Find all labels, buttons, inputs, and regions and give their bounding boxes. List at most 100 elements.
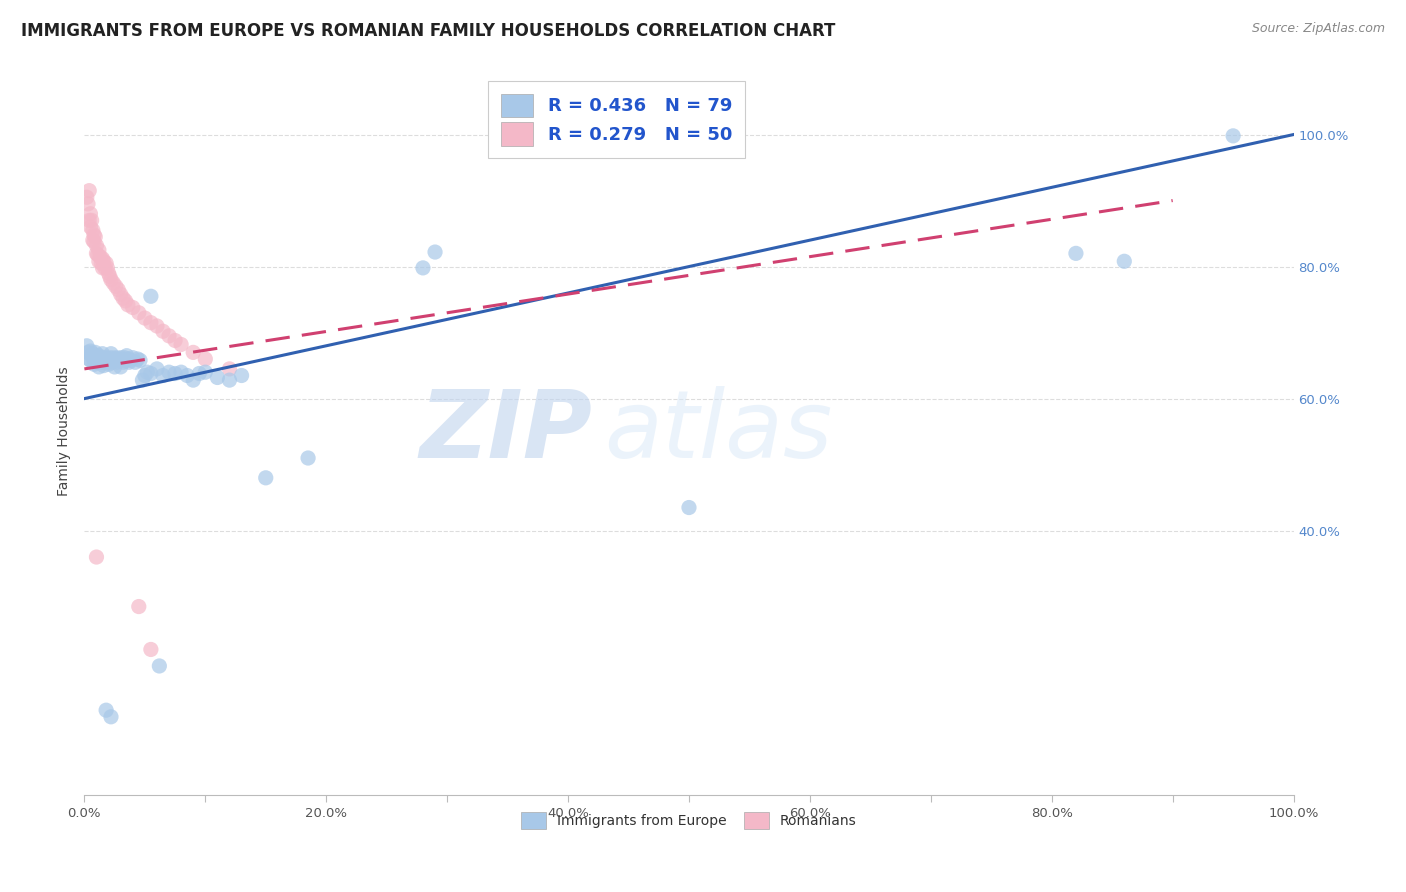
Point <box>108 353 131 368</box>
Point <box>103 276 125 290</box>
Point <box>117 351 139 366</box>
Point <box>84 230 107 244</box>
Point <box>1222 128 1244 143</box>
Point <box>90 355 112 369</box>
Point <box>110 359 132 374</box>
Point <box>136 365 159 379</box>
Point <box>86 238 108 252</box>
Point <box>83 357 105 371</box>
Point <box>96 355 118 369</box>
Text: Source: ZipAtlas.com: Source: ZipAtlas.com <box>1251 22 1385 36</box>
Text: atlas: atlas <box>605 386 832 477</box>
Point <box>90 351 112 365</box>
Point <box>91 347 114 361</box>
Point <box>115 349 138 363</box>
Point <box>146 362 169 376</box>
Point <box>77 351 100 366</box>
Point <box>91 260 114 275</box>
Point <box>165 367 187 381</box>
Point <box>129 353 152 368</box>
Point <box>181 373 204 387</box>
Point <box>87 243 110 257</box>
Point <box>423 245 446 260</box>
Point <box>121 351 143 365</box>
Point <box>107 351 129 366</box>
Point <box>86 246 108 260</box>
Point <box>117 298 139 312</box>
Point <box>87 359 110 374</box>
Point <box>121 301 143 315</box>
Point <box>94 353 117 368</box>
Point <box>100 351 122 365</box>
Point <box>107 283 129 297</box>
Point <box>86 355 108 369</box>
Point <box>90 256 112 270</box>
Point <box>188 367 211 381</box>
Text: IMMIGRANTS FROM EUROPE VS ROMANIAN FAMILY HOUSEHOLDS CORRELATION CHART: IMMIGRANTS FROM EUROPE VS ROMANIAN FAMIL… <box>21 22 835 40</box>
Point <box>94 351 117 366</box>
Point <box>105 355 128 369</box>
Point <box>76 339 98 353</box>
Point <box>170 365 193 379</box>
Point <box>139 316 162 330</box>
Point <box>181 345 204 359</box>
Point <box>104 279 127 293</box>
Point <box>98 353 121 368</box>
Point <box>112 291 135 305</box>
Point <box>128 599 150 614</box>
Point <box>231 368 253 383</box>
Point <box>297 450 319 465</box>
Point <box>104 351 127 365</box>
Point <box>82 233 104 247</box>
Point <box>124 355 146 369</box>
Point <box>139 367 162 381</box>
Point <box>82 223 104 237</box>
Y-axis label: Family Households: Family Households <box>58 367 72 497</box>
Point <box>89 250 111 264</box>
Point <box>146 318 169 333</box>
Point <box>170 337 193 351</box>
Point <box>86 351 108 365</box>
Point <box>91 353 114 368</box>
Point <box>98 269 121 284</box>
Point <box>1064 246 1087 260</box>
Point <box>97 266 120 280</box>
Point <box>148 659 170 673</box>
Point <box>86 248 108 262</box>
Point <box>128 306 150 320</box>
Point <box>80 349 103 363</box>
Point <box>194 351 217 366</box>
Point <box>97 357 120 371</box>
Point <box>165 334 187 348</box>
Point <box>120 353 142 368</box>
Point <box>103 351 125 366</box>
Point <box>80 213 103 227</box>
Point <box>84 345 107 359</box>
Point <box>100 347 122 361</box>
Point <box>79 353 101 368</box>
Point <box>82 347 104 361</box>
Point <box>139 642 162 657</box>
Point <box>176 368 198 383</box>
Point <box>93 355 115 369</box>
Point <box>207 370 229 384</box>
Point <box>104 353 127 368</box>
Point <box>97 351 120 366</box>
Point <box>114 353 136 368</box>
Point <box>110 351 132 365</box>
Point <box>93 254 115 268</box>
Point <box>100 710 122 724</box>
Point <box>94 260 117 275</box>
Point <box>127 351 149 366</box>
Point <box>87 349 110 363</box>
Point <box>218 362 240 376</box>
Point <box>87 254 110 268</box>
Point <box>77 345 100 359</box>
Point <box>112 351 135 365</box>
Text: ZIP: ZIP <box>419 385 592 477</box>
Point <box>77 197 100 211</box>
Point <box>100 273 122 287</box>
Point <box>134 311 156 326</box>
Point <box>79 219 101 234</box>
Point <box>254 471 277 485</box>
